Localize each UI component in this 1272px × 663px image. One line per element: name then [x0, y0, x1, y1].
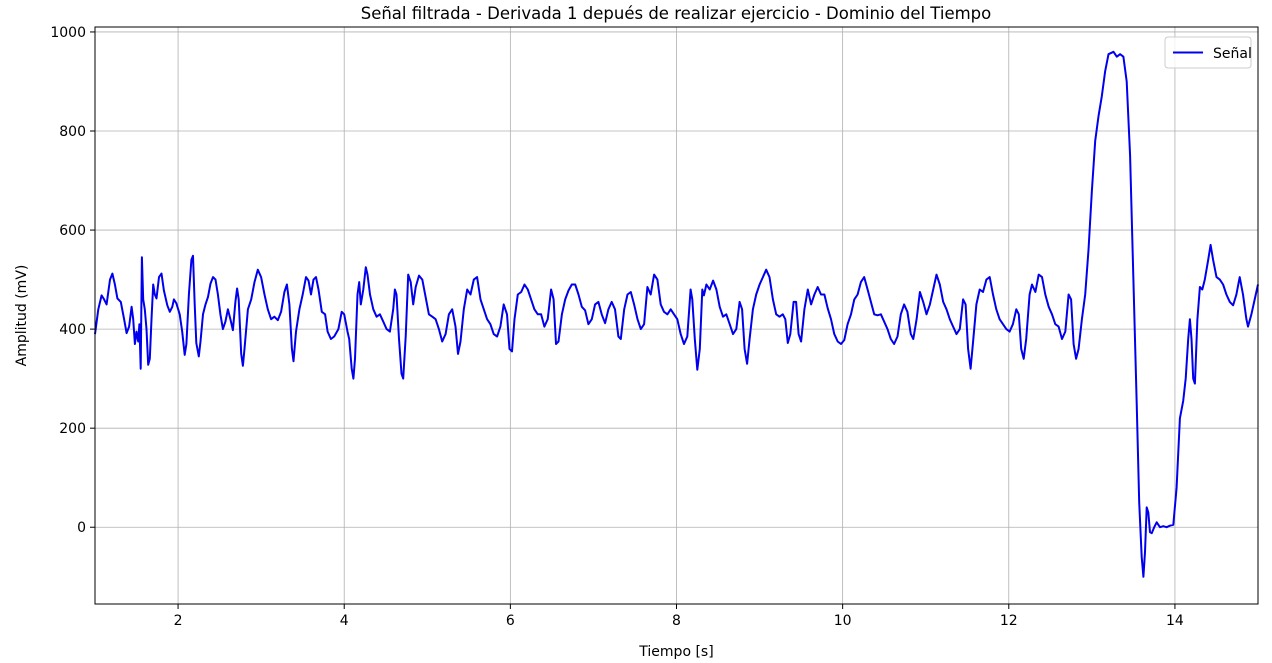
y-tick-label: 600 — [59, 223, 86, 239]
y-tick-label: 0 — [77, 520, 86, 536]
x-tick-label: 2 — [174, 613, 183, 629]
x-tick-label: 14 — [1166, 613, 1184, 629]
chart-title: Señal filtrada - Derivada 1 depués de re… — [361, 4, 992, 23]
legend: Señal — [1164, 36, 1252, 69]
y-tick-label: 400 — [59, 322, 86, 338]
x-tick-label: 10 — [834, 613, 852, 629]
series-line-senal — [94, 50, 1259, 578]
x-tick-label: 4 — [340, 613, 349, 629]
series-group — [94, 50, 1259, 578]
y-tick-label: 200 — [59, 421, 86, 437]
x-tick-label: 6 — [506, 613, 515, 629]
grid-lines — [95, 27, 1258, 604]
y-tick-label: 800 — [59, 124, 86, 140]
y-tick-label: 1000 — [50, 25, 86, 41]
x-tick-label: 12 — [1000, 613, 1018, 629]
x-axis: 2 4 6 8 10 12 14 — [174, 604, 1184, 629]
legend-box — [1164, 36, 1252, 69]
x-tick-label: 8 — [672, 613, 681, 629]
y-axis-title: Amplitud (mV) — [14, 265, 30, 367]
x-axis-title: Tiempo [s] — [638, 644, 713, 660]
y-axis: 0 200 400 600 800 1000 — [50, 25, 95, 536]
legend-label: Señal — [1213, 46, 1252, 62]
